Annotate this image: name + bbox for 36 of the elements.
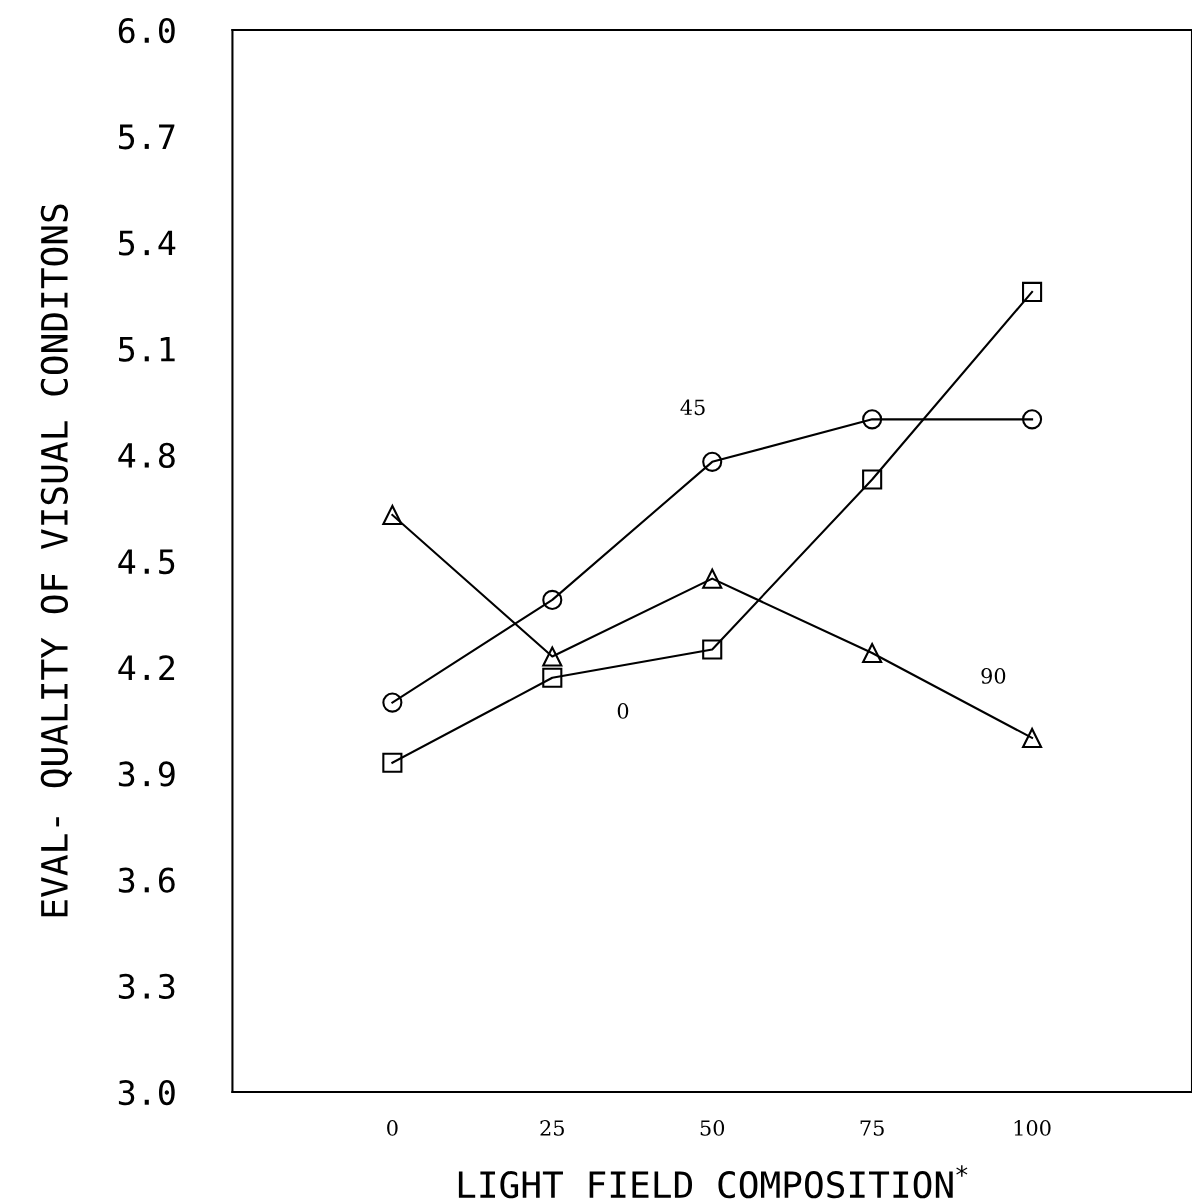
x-tick-label: 100 — [1014, 1120, 1051, 1136]
point — [382, 752, 403, 773]
point — [702, 568, 723, 589]
x-tick-label: 0 — [387, 1120, 398, 1136]
point — [1022, 281, 1043, 302]
point — [862, 409, 883, 430]
x-tick-label: 50 — [700, 1120, 725, 1136]
y-tick-label: 5.1 — [119, 337, 175, 362]
x-axis-title: LIGHT FIELD COMPOSITION$^{*}$ — [458, 1165, 968, 1199]
point — [542, 589, 563, 610]
y-tick-label: 4.5 — [118, 549, 175, 575]
point — [382, 504, 403, 526]
series-label: 45 — [680, 399, 705, 416]
y-tick-label: 4.2 — [118, 655, 175, 680]
x-tick-label: 75 — [860, 1120, 884, 1136]
point — [542, 667, 563, 688]
point — [702, 451, 723, 472]
point — [1022, 727, 1043, 749]
point — [862, 642, 883, 664]
series-label: 90 — [981, 668, 1006, 684]
x-tick-label: 25 — [540, 1120, 564, 1136]
point — [382, 692, 403, 713]
y-tick-label: 3.6 — [118, 867, 175, 893]
point — [702, 639, 723, 660]
series-label: 0 — [617, 703, 629, 719]
y-tick-label: 3.9 — [118, 761, 175, 787]
y-tick-label: 3.3 — [118, 973, 175, 999]
y-tick-label: 6.0 — [118, 17, 175, 44]
point — [542, 646, 563, 667]
y-axis-title: EVAL- QUALITY OF VISUAL CONDITONS — [40, 204, 73, 917]
point — [862, 469, 883, 490]
y-tick-label: 5.7 — [119, 124, 175, 150]
y-tick-label: 4.8 — [118, 442, 175, 468]
y-tick-label: 3.0 — [118, 1079, 175, 1106]
y-tick-label: 5.4 — [119, 230, 176, 256]
point — [1022, 409, 1043, 430]
